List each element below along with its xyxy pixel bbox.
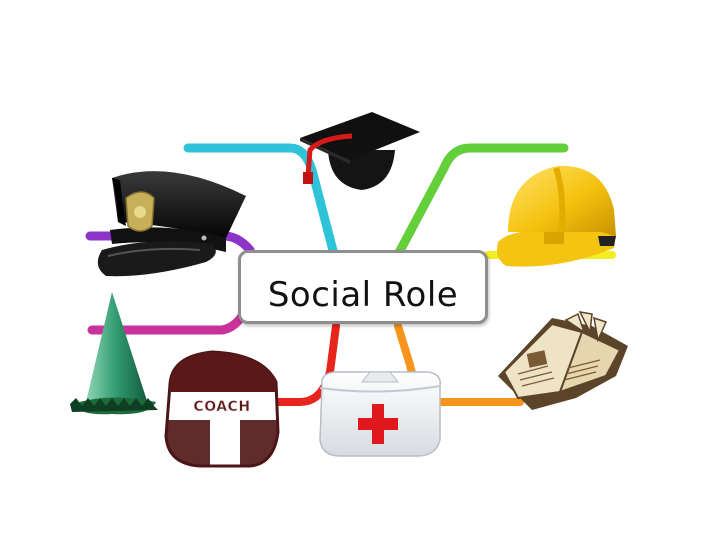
branch-cyan	[183, 143, 341, 267]
coach-cap-text: COACH	[193, 399, 250, 415]
graduation-cap-icon	[300, 112, 420, 190]
open-book-icon	[498, 311, 628, 410]
branch-green	[389, 143, 569, 267]
social-role-box: Social Role	[238, 250, 488, 324]
party-hat-icon	[70, 292, 158, 415]
police-cap-icon	[97, 171, 246, 277]
branch-red	[258, 322, 340, 406]
center-label: Social Role	[267, 275, 459, 315]
nurse-cap-icon	[319, 371, 441, 457]
coach-cap-icon: COACH	[164, 350, 280, 468]
hard-hat-icon	[497, 165, 616, 267]
